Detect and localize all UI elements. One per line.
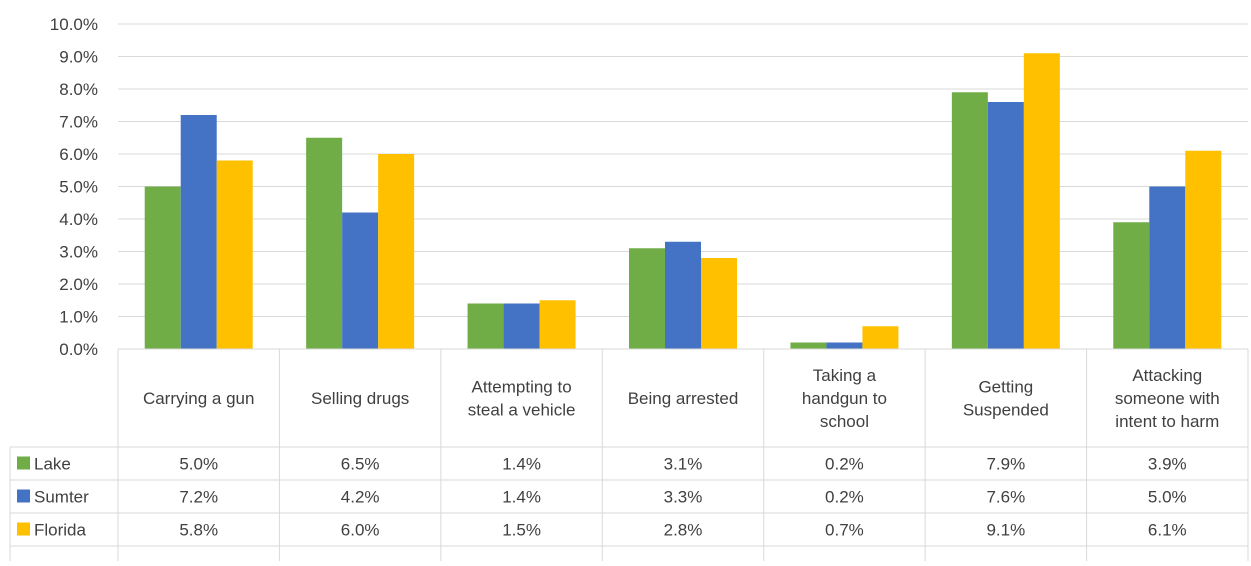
category-label: steal a vehicle [468, 401, 576, 420]
category-label: Carrying a gun [143, 389, 255, 408]
data-label: 0.7% [825, 521, 864, 540]
data-label: 6.1% [1148, 521, 1187, 540]
bar-lake [306, 137, 343, 349]
y-tick-label: 3.0% [59, 243, 98, 262]
bar-sumter [503, 303, 540, 349]
y-tick-label: 5.0% [59, 178, 98, 197]
bar-florida [1185, 150, 1222, 349]
category-label: school [820, 412, 869, 431]
legend-key-lake [17, 456, 30, 470]
bar-sumter [1149, 186, 1186, 349]
bar-sumter [342, 212, 379, 349]
data-label: 1.4% [502, 455, 541, 474]
y-tick-label: 0.0% [59, 340, 98, 359]
y-tick-label: 7.0% [59, 113, 98, 132]
category-label: intent to harm [1115, 412, 1219, 431]
data-label: 5.8% [179, 521, 218, 540]
data-label: 9.1% [986, 521, 1025, 540]
category-label: Getting [978, 378, 1033, 397]
category-label: Suspended [963, 401, 1049, 420]
legend-label: Sumter [34, 488, 89, 507]
category-label: someone with [1115, 389, 1220, 408]
data-label: 1.5% [502, 521, 541, 540]
category-label: Selling drugs [311, 389, 409, 408]
data-label: 5.0% [179, 455, 218, 474]
category-label: handgun to [802, 389, 887, 408]
data-label: 0.2% [825, 455, 864, 474]
data-label: 7.9% [986, 455, 1025, 474]
data-label: 4.2% [341, 488, 380, 507]
data-label: 7.2% [179, 488, 218, 507]
bar-lake [951, 92, 988, 349]
bar-florida [862, 326, 899, 349]
y-tick-label: 2.0% [59, 275, 98, 294]
legend-label: Florida [34, 521, 87, 540]
data-label: 3.1% [664, 455, 703, 474]
legend-key-sumter [17, 489, 30, 503]
data-label: 1.4% [502, 488, 541, 507]
bar-lake [629, 248, 665, 349]
bar-florida [701, 258, 737, 349]
category-label: Attempting to [471, 378, 571, 397]
bar-sumter [987, 102, 1024, 349]
data-label: 3.9% [1148, 455, 1187, 474]
bar-lake [790, 342, 827, 349]
data-label: 3.3% [664, 488, 703, 507]
bar-florida [1023, 53, 1060, 349]
y-tick-label: 8.0% [59, 80, 98, 99]
bar-florida [378, 154, 415, 349]
y-tick-label: 1.0% [59, 308, 98, 327]
y-tick-label: 10.0% [50, 15, 98, 34]
bar-florida [216, 160, 253, 349]
legend-key-florida [17, 522, 30, 536]
y-tick-label: 6.0% [59, 145, 98, 164]
data-label: 6.5% [341, 455, 380, 474]
bar-lake [144, 186, 181, 349]
y-tick-label: 4.0% [59, 210, 98, 229]
y-tick-label: 9.0% [59, 48, 98, 67]
bar-sumter [665, 241, 701, 349]
category-label: Attacking [1132, 366, 1202, 385]
bar-lake [467, 303, 504, 349]
bar-florida [539, 300, 576, 349]
category-label: Being arrested [628, 389, 739, 408]
data-label: 6.0% [341, 521, 380, 540]
bar-sumter [826, 342, 863, 349]
data-label: 0.2% [825, 488, 864, 507]
bar-lake [1113, 222, 1150, 349]
data-label: 7.6% [986, 488, 1025, 507]
legend-label: Lake [34, 455, 71, 474]
data-label: 2.8% [664, 521, 703, 540]
data-label: 5.0% [1148, 488, 1187, 507]
category-label: Taking a [813, 366, 877, 385]
bar-sumter [180, 115, 217, 349]
